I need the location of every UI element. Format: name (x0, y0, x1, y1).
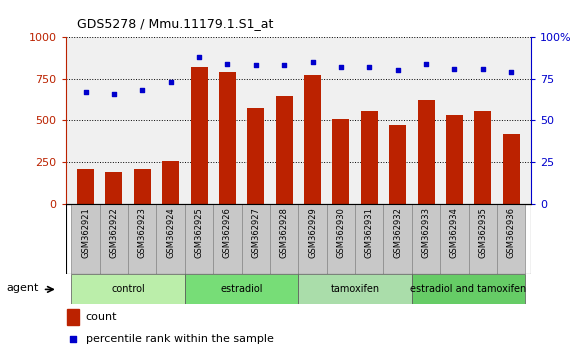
Point (81, 89, 90, 95)
Bar (191, 67, 207, 204)
Bar (185, 274, 298, 304)
Bar (440, 204, 469, 274)
Bar (156, 204, 185, 274)
Point (223, 61, 232, 67)
Bar (128, 204, 156, 274)
Bar (475, 111, 491, 204)
Bar (361, 111, 378, 204)
Text: GSM362932: GSM362932 (393, 207, 402, 258)
Bar (389, 125, 406, 204)
Text: GSM362927: GSM362927 (251, 207, 260, 258)
Text: GSM362930: GSM362930 (336, 207, 345, 258)
Bar (412, 204, 440, 274)
Text: count: count (86, 312, 117, 322)
Bar (100, 204, 128, 274)
Point (166, 79, 175, 85)
Bar (384, 204, 412, 274)
Bar (247, 108, 264, 204)
Bar (77, 170, 94, 204)
Text: GSM362924: GSM362924 (166, 207, 175, 258)
Text: GSM362931: GSM362931 (365, 207, 374, 258)
Text: GSM362933: GSM362933 (421, 207, 431, 258)
Bar (502, 134, 520, 204)
Text: GSM362928: GSM362928 (280, 207, 289, 258)
Bar (162, 161, 179, 204)
Bar (298, 274, 412, 304)
Point (478, 66, 488, 72)
Bar (304, 75, 321, 204)
Bar (417, 99, 435, 204)
Text: estradiol: estradiol (220, 284, 263, 295)
Text: GSM362929: GSM362929 (308, 207, 317, 258)
Text: percentile rank within the sample: percentile rank within the sample (86, 334, 274, 344)
Point (308, 59, 317, 65)
Point (251, 63, 260, 68)
Point (109, 91, 118, 97)
Point (450, 66, 459, 72)
Point (195, 54, 204, 60)
Text: GSM362926: GSM362926 (223, 207, 232, 258)
Bar (446, 115, 463, 204)
Bar (213, 204, 242, 274)
Bar (270, 204, 299, 274)
Bar (298, 204, 327, 274)
Bar (355, 204, 384, 274)
Point (393, 68, 402, 73)
Text: estradiol and tamoxifen: estradiol and tamoxifen (411, 284, 526, 295)
Bar (327, 204, 355, 274)
Text: agent: agent (7, 283, 39, 293)
Point (421, 61, 431, 67)
Bar (71, 204, 100, 274)
Point (69, 336, 78, 342)
Text: GSM362925: GSM362925 (195, 207, 203, 258)
Bar (469, 204, 497, 274)
Bar (219, 72, 236, 204)
Text: control: control (111, 284, 145, 295)
Bar (67, 309, 79, 325)
Bar (412, 274, 525, 304)
Point (336, 64, 345, 70)
Bar (106, 172, 122, 204)
Text: GSM362934: GSM362934 (450, 207, 459, 258)
Text: GDS5278 / Mmu.11179.1.S1_at: GDS5278 / Mmu.11179.1.S1_at (77, 17, 274, 30)
Bar (332, 119, 349, 204)
Point (138, 87, 147, 93)
Point (365, 64, 374, 70)
Bar (242, 204, 270, 274)
Bar (71, 274, 185, 304)
Bar (134, 169, 151, 204)
Point (506, 69, 516, 75)
Bar (185, 204, 213, 274)
Text: GSM362923: GSM362923 (138, 207, 147, 258)
Point (280, 63, 289, 68)
Bar (497, 204, 525, 274)
Text: GSM362936: GSM362936 (506, 207, 516, 258)
Text: GSM362922: GSM362922 (110, 207, 118, 258)
Text: GSM362935: GSM362935 (478, 207, 487, 258)
Bar (276, 96, 293, 204)
Text: GSM362921: GSM362921 (81, 207, 90, 258)
Text: tamoxifen: tamoxifen (331, 284, 380, 295)
